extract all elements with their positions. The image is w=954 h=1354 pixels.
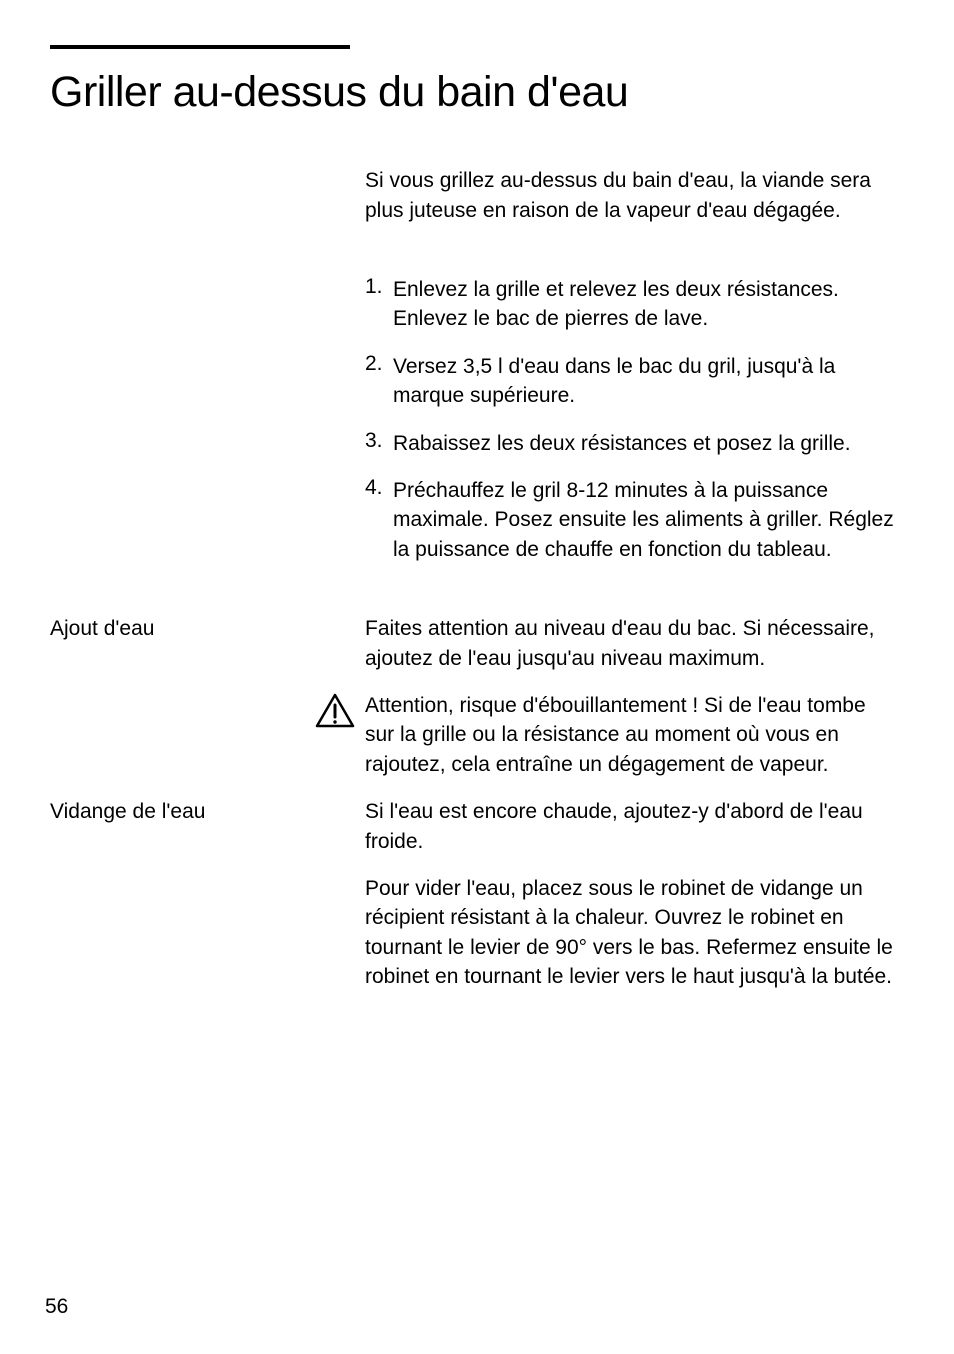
ajout-paragraph: Faites attention au niveau d'eau du bac.… <box>365 614 894 673</box>
vidange-paragraph-1: Si l'eau est encore chaude, ajoutez-y d'… <box>365 797 894 856</box>
left-column: Vidange de l'eau <box>50 797 365 1009</box>
section-heading-ajout: Ajout d'eau <box>50 614 365 643</box>
left-column <box>50 166 365 614</box>
step-text: Rabaissez les deux résistances et posez … <box>393 429 894 458</box>
right-column: Faites attention au niveau d'eau du bac.… <box>365 614 904 797</box>
list-item: 4. Préchauffez le gril 8-12 minutes à la… <box>365 476 894 564</box>
content-area: Si vous grillez au-dessus du bain d'eau,… <box>50 166 904 614</box>
warning-text: Attention, risque d'ébouillantement ! Si… <box>365 691 894 779</box>
step-text: Enlevez la grille et relevez les deux ré… <box>393 275 894 334</box>
page-title: Griller au-dessus du bain d'eau <box>50 69 904 116</box>
list-item: 1. Enlevez la grille et relevez les deux… <box>365 275 894 334</box>
list-item: 2. Versez 3,5 l d'eau dans le bac du gri… <box>365 352 894 411</box>
right-column: Si l'eau est encore chaude, ajoutez-y d'… <box>365 797 904 1009</box>
right-column: Si vous grillez au-dessus du bain d'eau,… <box>365 166 904 614</box>
warning-block: Attention, risque d'ébouillantement ! Si… <box>365 691 894 779</box>
step-number: 4. <box>365 476 393 564</box>
step-number: 1. <box>365 275 393 334</box>
page-number: 56 <box>45 1295 68 1319</box>
step-list: 1. Enlevez la grille et relevez les deux… <box>365 275 894 564</box>
list-item: 3. Rabaissez les deux résistances et pos… <box>365 429 894 458</box>
step-number: 3. <box>365 429 393 458</box>
vidange-paragraph-2: Pour vider l'eau, placez sous le robinet… <box>365 874 894 992</box>
step-number: 2. <box>365 352 393 411</box>
top-rule <box>50 45 350 49</box>
section-vidange: Vidange de l'eau Si l'eau est encore cha… <box>50 797 904 1009</box>
section-heading-vidange: Vidange de l'eau <box>50 797 365 826</box>
step-text: Préchauffez le gril 8-12 minutes à la pu… <box>393 476 894 564</box>
section-ajout: Ajout d'eau Faites attention au niveau d… <box>50 614 904 797</box>
intro-paragraph: Si vous grillez au-dessus du bain d'eau,… <box>365 166 894 225</box>
warning-triangle-icon <box>315 693 355 729</box>
step-text: Versez 3,5 l d'eau dans le bac du gril, … <box>393 352 894 411</box>
